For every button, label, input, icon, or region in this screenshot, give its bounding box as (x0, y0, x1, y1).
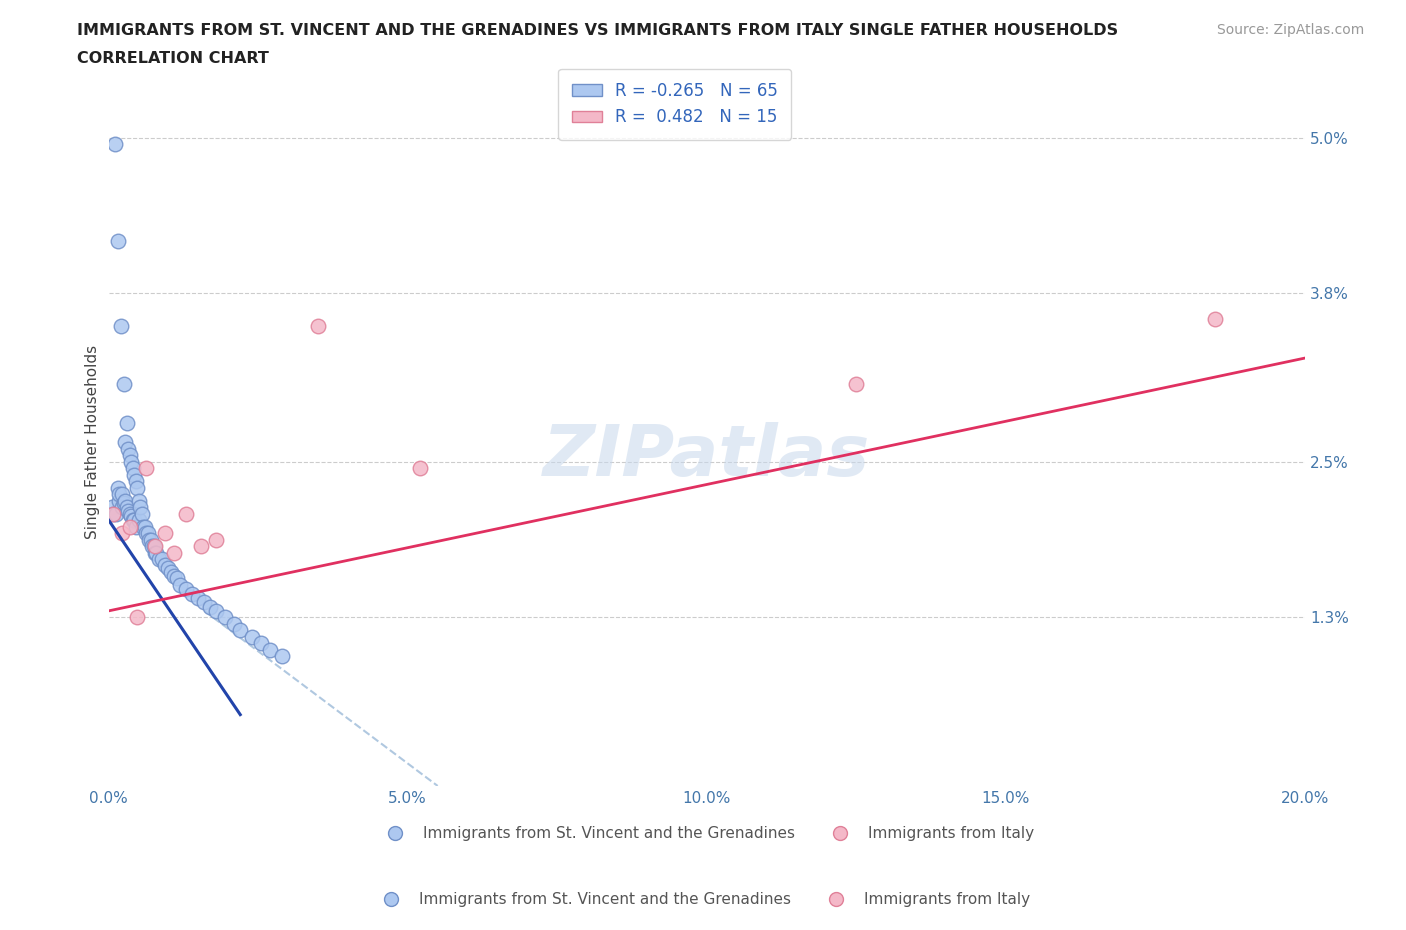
Point (128, 512, 150, 527)
Point (104, 506, 127, 521)
Point (111, 486, 134, 501)
Point (103, 506, 125, 521)
Text: IMMIGRANTS FROM ST. VINCENT AND THE GRENADINES VS IMMIGRANTS FROM ITALY SINGLE F: IMMIGRANTS FROM ST. VINCENT AND THE GREN… (77, 23, 1118, 38)
Point (142, 538, 165, 553)
Text: ZIPatlas: ZIPatlas (543, 421, 870, 490)
Point (143, 538, 166, 553)
Point (131, 506, 153, 521)
Point (139, 532, 162, 547)
Point (148, 551, 170, 566)
Point (157, 561, 180, 576)
Point (117, 504, 139, 519)
Point (152, 551, 174, 566)
Point (128, 499, 150, 514)
Point (118, 448, 141, 463)
Point (181, 587, 204, 602)
Point (114, 493, 136, 508)
Text: CORRELATION CHART: CORRELATION CHART (77, 51, 269, 66)
Point (110, 318, 132, 333)
Point (111, 525, 134, 540)
Point (155, 525, 177, 540)
Point (163, 545, 186, 560)
Point (845, 377, 868, 392)
Point (229, 623, 252, 638)
Point (187, 591, 209, 605)
Point (240, 630, 263, 644)
Legend: R = -0.265   N = 65, R =  0.482   N = 15: R = -0.265 N = 65, R = 0.482 N = 15 (558, 69, 792, 140)
Point (176, 581, 198, 596)
Point (127, 480, 149, 495)
Point (136, 525, 159, 540)
Point (166, 571, 188, 586)
Point (103, 506, 125, 521)
Point (115, 416, 138, 431)
Y-axis label: Single Father Households: Single Father Households (86, 345, 100, 539)
Point (115, 499, 138, 514)
Point (124, 519, 146, 534)
Point (205, 604, 228, 618)
Point (169, 578, 191, 592)
Point (107, 233, 129, 248)
Point (118, 519, 141, 534)
Point (205, 532, 228, 547)
Legend: Immigrants from St. Vincent and the Grenadines, Immigrants from Italy: Immigrants from St. Vincent and the Gren… (370, 886, 1036, 913)
Point (160, 565, 183, 579)
Point (138, 532, 160, 547)
Point (114, 435, 136, 450)
Point (155, 558, 177, 573)
Point (107, 480, 129, 495)
Point (1204, 312, 1226, 326)
Point (128, 493, 150, 508)
Point (271, 649, 294, 664)
Point (118, 506, 141, 521)
Point (108, 486, 131, 501)
Point (176, 506, 198, 521)
Point (190, 538, 212, 553)
Point (120, 455, 142, 470)
Point (214, 610, 236, 625)
Point (111, 499, 134, 514)
Point (135, 460, 157, 475)
Point (122, 467, 145, 482)
Point (112, 377, 135, 392)
Point (132, 519, 155, 534)
Point (121, 512, 143, 527)
Text: Source: ZipAtlas.com: Source: ZipAtlas.com (1216, 23, 1364, 37)
Point (108, 493, 131, 508)
Point (134, 519, 156, 534)
Point (224, 617, 246, 631)
Point (250, 636, 273, 651)
Point (127, 610, 149, 625)
Point (143, 545, 166, 560)
Point (145, 545, 167, 560)
Point (112, 496, 135, 511)
Point (121, 460, 143, 475)
Point (259, 643, 281, 658)
Point (104, 137, 127, 152)
Point (163, 568, 186, 583)
Point (141, 538, 163, 553)
Point (200, 600, 222, 615)
Point (120, 509, 142, 524)
Point (307, 318, 329, 333)
Point (409, 460, 432, 475)
Point (135, 525, 157, 540)
Point (193, 594, 215, 609)
Point (124, 473, 146, 488)
Point (100, 499, 122, 514)
Point (122, 512, 145, 527)
Point (117, 442, 139, 457)
Legend: Immigrants from St. Vincent and the Grenadines, Immigrants from Italy: Immigrants from St. Vincent and the Gren… (374, 819, 1040, 847)
